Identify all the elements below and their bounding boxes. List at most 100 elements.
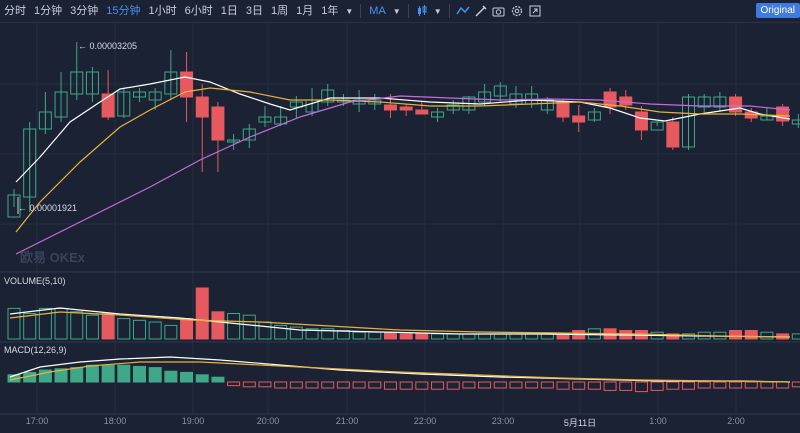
macd-title: MACD(12,26,9)	[4, 345, 67, 355]
period-option[interactable]: 1月	[296, 5, 314, 17]
candle-body	[54, 91, 68, 118]
macd-bar	[383, 381, 397, 390]
period-option[interactable]: 15分钟	[106, 5, 141, 17]
candle-body	[7, 194, 21, 218]
period-option[interactable]: 1周	[271, 5, 289, 17]
volume-bar	[744, 330, 758, 340]
volume-bar	[666, 333, 680, 340]
candle-body	[666, 121, 680, 148]
macd-bar	[776, 381, 790, 389]
period-dropdown-icon[interactable]: ▼	[345, 6, 354, 16]
time-axis-label: 2:00	[727, 416, 745, 426]
time-axis-label: 22:00	[413, 416, 437, 426]
macd-bar	[619, 381, 633, 391]
time-axis-label: 21:00	[335, 416, 359, 426]
fullscreen-icon[interactable]	[526, 0, 544, 22]
candle-body	[493, 85, 507, 97]
volume-bar	[462, 333, 476, 340]
macd-bar	[336, 381, 350, 389]
time-axis-label: 19:00	[181, 416, 205, 426]
volume-bar	[258, 321, 272, 340]
indicator-button[interactable]: MA	[369, 5, 386, 17]
candle-type-icon[interactable]	[413, 0, 431, 22]
volume-bar	[431, 333, 445, 340]
toolbar-divider	[360, 4, 362, 18]
toolbar-divider	[448, 4, 450, 18]
macd-bar	[744, 381, 758, 389]
period-option[interactable]: 3日	[245, 5, 263, 17]
candle-body	[399, 106, 413, 111]
period-option[interactable]: 3分钟	[70, 5, 99, 17]
period-option[interactable]: 1分钟	[34, 5, 63, 17]
macd-bar	[760, 381, 774, 389]
period-list: 分时 1分钟 3分钟 15分钟 1小时 6小时 1日 3日 1周 1月 1年	[0, 0, 342, 22]
period-option[interactable]: 1年	[321, 5, 339, 17]
macd-bar	[697, 381, 711, 389]
candle-body	[195, 96, 209, 118]
period-option[interactable]: 分时	[4, 5, 26, 17]
macd-bar	[227, 381, 241, 387]
macd-bar	[791, 381, 800, 388]
draw-icon[interactable]	[472, 0, 490, 22]
period-option[interactable]: 1日	[220, 5, 238, 17]
macd-bar	[242, 381, 256, 388]
volume-bar	[7, 307, 21, 340]
candle-body	[117, 91, 131, 117]
volume-bar	[289, 326, 303, 340]
candle-body	[289, 101, 303, 108]
original-chart-button[interactable]: Original	[755, 3, 800, 18]
macd-bar	[634, 381, 648, 393]
candle-body	[383, 104, 397, 111]
indicator-dropdown-icon[interactable]: ▼	[392, 6, 401, 16]
indicator-line-icon[interactable]	[454, 0, 472, 22]
macd-bar	[289, 381, 303, 389]
period-option[interactable]: 1小时	[148, 5, 177, 17]
candle-body	[650, 121, 664, 131]
volume-bar	[195, 287, 209, 340]
candle-type-dropdown-icon[interactable]: ▼	[433, 6, 442, 16]
volume-bar	[180, 318, 194, 340]
volume-bar	[509, 333, 523, 340]
macd-bar	[54, 368, 68, 383]
volume-bar	[211, 311, 225, 340]
volume-bar	[274, 324, 288, 340]
candle-body	[164, 71, 178, 95]
candle-body	[227, 139, 241, 143]
candle-body	[23, 128, 37, 198]
candle-body	[682, 96, 696, 148]
candle-body	[587, 111, 601, 121]
volume-bar	[729, 330, 743, 340]
volume-bar	[760, 331, 774, 340]
time-axis-label: 18:00	[103, 416, 127, 426]
candle-body	[556, 101, 570, 118]
candle-body	[619, 96, 633, 106]
volume-bar	[117, 318, 131, 340]
macd-bar	[729, 381, 743, 389]
candle-body	[760, 115, 774, 121]
macd-bar	[180, 371, 194, 383]
time-axis-label: 1:00	[649, 416, 667, 426]
macd-bar	[148, 367, 162, 383]
macd-bar	[462, 381, 476, 389]
volume-bar	[23, 313, 37, 340]
macd-bar	[509, 381, 523, 389]
macd-bar	[85, 364, 99, 383]
volume-bar	[101, 313, 115, 340]
period-option[interactable]: 6小时	[184, 5, 213, 17]
volume-bar	[227, 313, 241, 340]
time-axis-label: 5月11日	[563, 418, 597, 428]
volume-bar	[321, 328, 335, 340]
candlestick-chart[interactable]	[0, 22, 800, 433]
volume-bar	[305, 328, 319, 340]
candle-body	[540, 99, 554, 111]
candle-body	[274, 116, 288, 125]
settings-icon[interactable]	[508, 0, 526, 22]
candle-body	[697, 96, 711, 108]
macd-bar	[101, 364, 115, 383]
macd-bar	[415, 381, 429, 390]
macd-bar	[258, 381, 272, 388]
candle-body	[148, 91, 162, 101]
volume-bar	[148, 321, 162, 340]
volume-bar	[85, 314, 99, 340]
camera-icon[interactable]	[490, 0, 508, 22]
